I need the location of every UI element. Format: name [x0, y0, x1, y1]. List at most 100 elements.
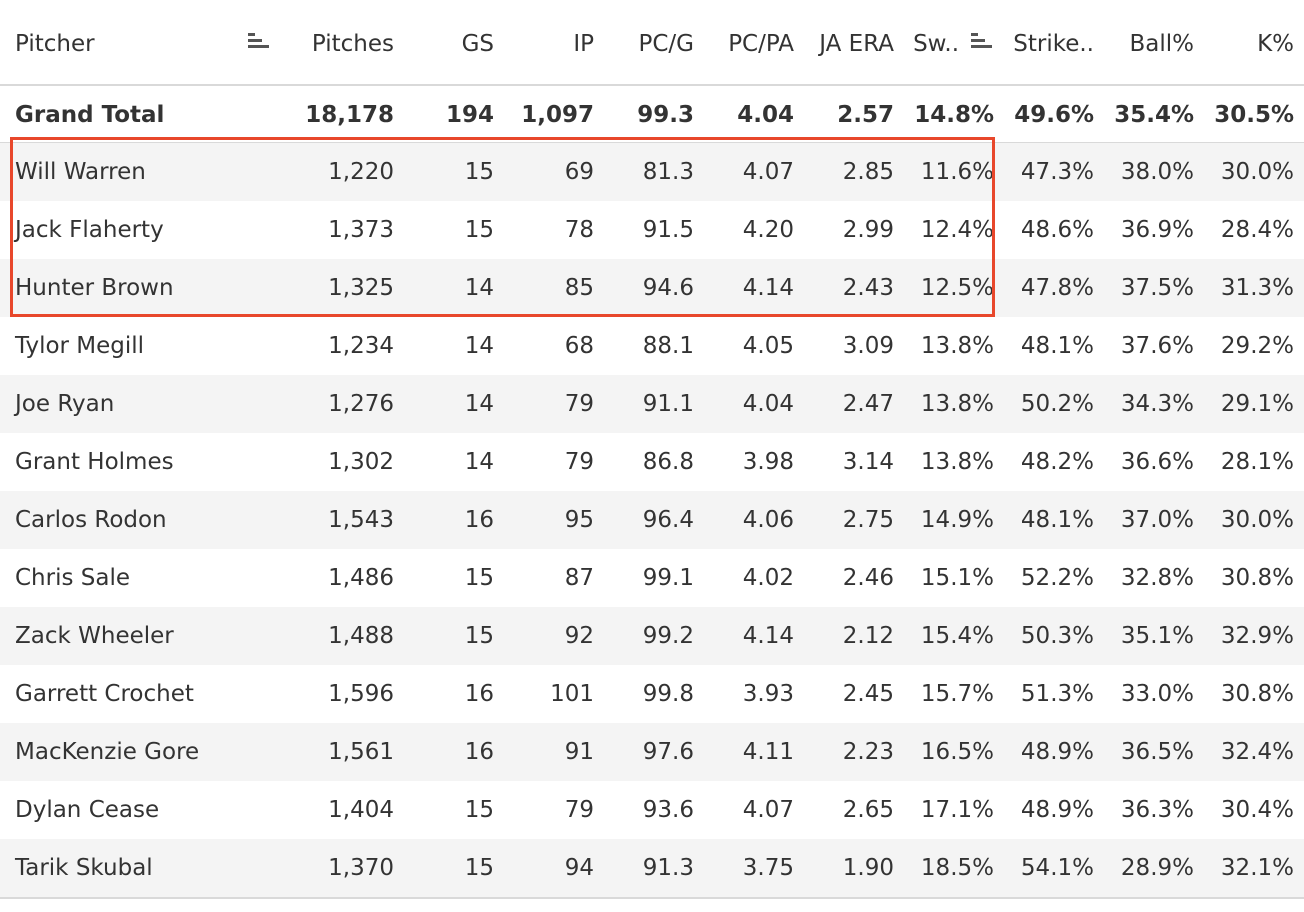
- column-header-k-pct[interactable]: K%: [1257, 31, 1294, 57]
- pitches-cell: 1,276: [328, 391, 394, 417]
- gs-cell: 15: [464, 855, 494, 881]
- gs-cell: 14: [464, 391, 494, 417]
- strike-cell: 50.3%: [1020, 623, 1094, 649]
- pc-per-game-cell: 91.3: [642, 855, 694, 881]
- ja-era-cell: 2.99: [842, 217, 894, 243]
- column-header-swing[interactable]: Sw..: [913, 31, 959, 57]
- sort-bars-icon[interactable]: [248, 33, 270, 49]
- ball-pct-cell: 34.3%: [1120, 391, 1194, 417]
- column-header-pitcher[interactable]: Pitcher: [15, 31, 95, 57]
- swing-cell: 11.6%: [920, 159, 994, 185]
- column-header-ja-era[interactable]: JA ERA: [819, 31, 894, 57]
- swing-cell: 13.8%: [920, 449, 994, 475]
- pc-per-game-cell: 94.6: [642, 275, 694, 301]
- column-header-ball-pct[interactable]: Ball%: [1129, 31, 1194, 57]
- pc-per-game-cell: 96.4: [642, 507, 694, 533]
- table-row[interactable]: Dylan Cease 1,404 15 79 93.6 4.07 2.65 1…: [0, 781, 1304, 839]
- strike-cell: 48.1%: [1020, 333, 1094, 359]
- pitches-cell: 1,370: [328, 855, 394, 881]
- pitcher-name: Chris Sale: [15, 565, 131, 591]
- table-row[interactable]: Will Warren 1,220 15 69 81.3 4.07 2.85 1…: [0, 143, 1304, 201]
- table-row[interactable]: Tarik Skubal 1,370 15 94 91.3 3.75 1.90 …: [0, 839, 1304, 897]
- gs-cell: 16: [464, 681, 494, 707]
- pc-per-pa-cell: 3.98: [742, 449, 794, 475]
- swing-cell: 15.7%: [920, 681, 994, 707]
- swing-cell: 12.5%: [920, 275, 994, 301]
- total-k-pct: 30.5%: [1214, 102, 1294, 128]
- column-header-pc-per-game[interactable]: PC/G: [638, 31, 694, 57]
- ball-pct-cell: 36.5%: [1120, 739, 1194, 765]
- strike-cell: 50.2%: [1020, 391, 1094, 417]
- k-pct-cell: 30.0%: [1220, 159, 1294, 185]
- pitcher-name: Hunter Brown: [15, 275, 174, 301]
- pitches-cell: 1,302: [328, 449, 394, 475]
- table-header-row: Pitcher Pitches GS IP PC/G PC/PA JA ERA …: [0, 0, 1304, 86]
- total-ball-pct: 35.4%: [1114, 102, 1194, 128]
- ip-cell: 91: [564, 739, 594, 765]
- strike-cell: 48.2%: [1020, 449, 1094, 475]
- table-row[interactable]: Jack Flaherty 1,373 15 78 91.5 4.20 2.99…: [0, 201, 1304, 259]
- swing-cell: 17.1%: [920, 797, 994, 823]
- pc-per-game-cell: 91.5: [642, 217, 694, 243]
- table-row[interactable]: Garrett Crochet 1,596 16 101 99.8 3.93 2…: [0, 665, 1304, 723]
- ja-era-cell: 2.23: [842, 739, 894, 765]
- pitcher-name: Will Warren: [15, 159, 146, 185]
- ball-pct-cell: 36.6%: [1120, 449, 1194, 475]
- pitcher-name: MacKenzie Gore: [15, 739, 200, 765]
- gs-cell: 15: [464, 217, 494, 243]
- column-header-pitches[interactable]: Pitches: [311, 31, 394, 57]
- table-row[interactable]: MacKenzie Gore 1,561 16 91 97.6 4.11 2.2…: [0, 723, 1304, 781]
- swing-cell: 16.5%: [920, 739, 994, 765]
- total-divider: [0, 142, 1304, 143]
- ball-pct-cell: 33.0%: [1120, 681, 1194, 707]
- column-header-gs[interactable]: GS: [461, 31, 494, 57]
- ip-cell: 79: [564, 391, 594, 417]
- ball-pct-cell: 37.0%: [1120, 507, 1194, 533]
- column-header-ip[interactable]: IP: [573, 31, 594, 57]
- ball-pct-cell: 36.9%: [1120, 217, 1194, 243]
- ja-era-cell: 1.90: [842, 855, 894, 881]
- ja-era-cell: 2.45: [842, 681, 894, 707]
- table-row[interactable]: Grant Holmes 1,302 14 79 86.8 3.98 3.14 …: [0, 433, 1304, 491]
- ja-era-cell: 2.46: [842, 565, 894, 591]
- pitcher-name: Jack Flaherty: [15, 217, 164, 243]
- gs-cell: 15: [464, 159, 494, 185]
- pc-per-pa-cell: 4.07: [742, 159, 794, 185]
- sort-bars-icon[interactable]: [971, 33, 993, 49]
- total-swing: 14.8%: [914, 102, 994, 128]
- pitches-cell: 1,561: [328, 739, 394, 765]
- ip-cell: 87: [564, 565, 594, 591]
- table-row[interactable]: Joe Ryan 1,276 14 79 91.1 4.04 2.47 13.8…: [0, 375, 1304, 433]
- table-row[interactable]: Hunter Brown 1,325 14 85 94.6 4.14 2.43 …: [0, 259, 1304, 317]
- grand-total-label: Grand Total: [15, 102, 165, 128]
- total-pc-per-game: 99.3: [637, 102, 694, 128]
- k-pct-cell: 32.4%: [1220, 739, 1294, 765]
- strike-cell: 48.6%: [1020, 217, 1094, 243]
- k-pct-cell: 30.4%: [1220, 797, 1294, 823]
- ip-cell: 95: [564, 507, 594, 533]
- k-pct-cell: 28.1%: [1220, 449, 1294, 475]
- table-row[interactable]: Chris Sale 1,486 15 87 99.1 4.02 2.46 15…: [0, 549, 1304, 607]
- pitcher-name: Zack Wheeler: [15, 623, 174, 649]
- pc-per-pa-cell: 4.04: [742, 391, 794, 417]
- total-pc-per-pa: 4.04: [737, 102, 794, 128]
- column-header-strike[interactable]: Strike..: [1013, 31, 1094, 57]
- k-pct-cell: 30.0%: [1220, 507, 1294, 533]
- pitches-cell: 1,488: [328, 623, 394, 649]
- pc-per-game-cell: 88.1: [642, 333, 694, 359]
- swing-cell: 13.8%: [920, 391, 994, 417]
- table-row[interactable]: Tylor Megill 1,234 14 68 88.1 4.05 3.09 …: [0, 317, 1304, 375]
- k-pct-cell: 32.9%: [1220, 623, 1294, 649]
- gs-cell: 16: [464, 507, 494, 533]
- swing-cell: 13.8%: [920, 333, 994, 359]
- pc-per-pa-cell: 4.14: [742, 623, 794, 649]
- pitches-cell: 1,325: [328, 275, 394, 301]
- table-row[interactable]: Zack Wheeler 1,488 15 92 99.2 4.14 2.12 …: [0, 607, 1304, 665]
- pc-per-pa-cell: 4.11: [742, 739, 794, 765]
- column-header-pc-per-pa[interactable]: PC/PA: [728, 31, 794, 57]
- table-row[interactable]: Carlos Rodon 1,543 16 95 96.4 4.06 2.75 …: [0, 491, 1304, 549]
- pitches-cell: 1,596: [328, 681, 394, 707]
- swing-cell: 14.9%: [920, 507, 994, 533]
- ball-pct-cell: 37.6%: [1120, 333, 1194, 359]
- ball-pct-cell: 36.3%: [1120, 797, 1194, 823]
